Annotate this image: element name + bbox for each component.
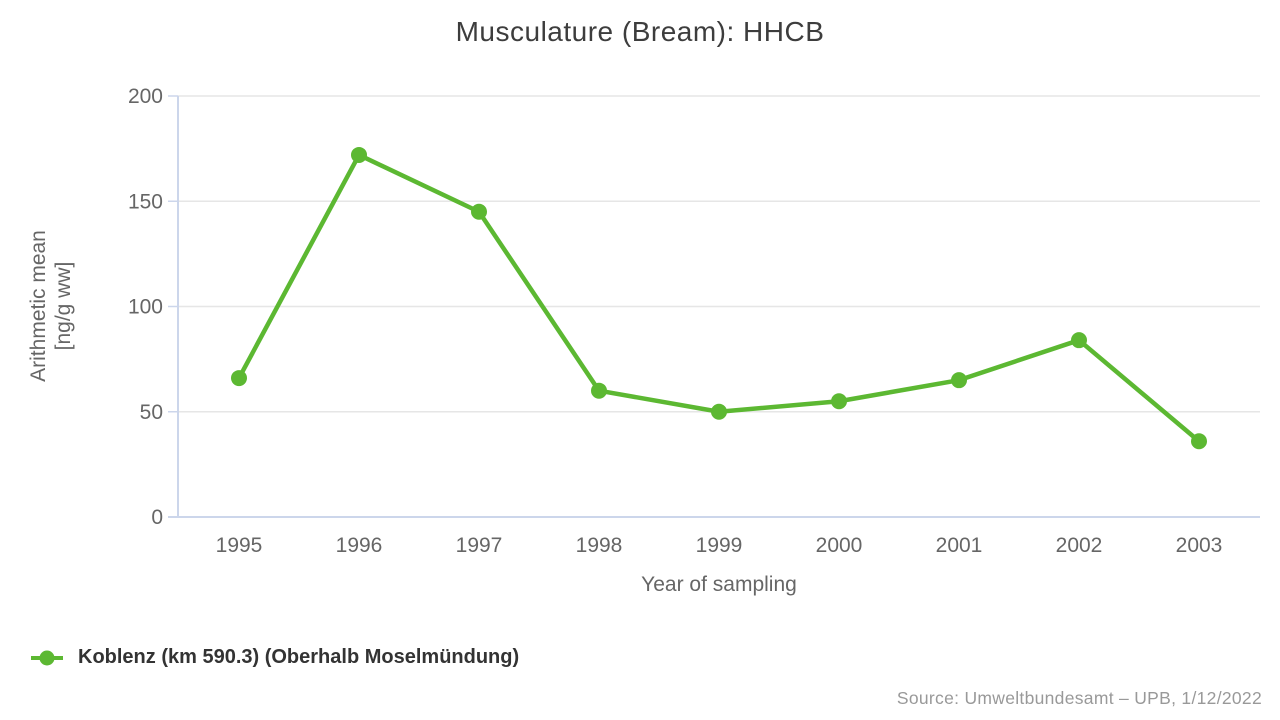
data-point-1998[interactable] (591, 382, 607, 399)
legend-item[interactable]: Koblenz (km 590.3) (Oberhalb Moselmündun… (30, 646, 519, 669)
y-tick-label-200: 200 (128, 85, 163, 108)
data-point-2001[interactable] (951, 372, 967, 389)
x-tick-label-2001: 2001 (936, 534, 983, 557)
chart-title: Musculature (Bream): HHCB (455, 16, 825, 47)
x-tick-label-1998: 1998 (576, 534, 623, 557)
y-tick-label-0: 0 (151, 506, 163, 529)
legend-label: Koblenz (km 590.3) (Oberhalb Moselmündun… (78, 646, 520, 668)
source-credit: Source: Umweltbundesamt – UPB, 1/12/2022 (896, 688, 1262, 708)
data-point-2003[interactable] (1191, 433, 1207, 450)
plot-area: 0 50 100 150 200 1995 1996 1997 1998 1999 2000 2001… (27, 85, 1260, 596)
y-axis-title-line-1: Arithmetic mean (27, 230, 50, 382)
x-tick-label-1995: 1995 (216, 534, 263, 557)
x-tick-label-2002: 2002 (1056, 534, 1103, 557)
y-axis-title-line-2: [ng/g ww] (52, 262, 75, 351)
x-tick-label-2003: 2003 (1176, 534, 1223, 557)
x-tick-label-1997: 1997 (456, 534, 503, 557)
x-tick-label-2000: 2000 (816, 534, 863, 557)
y-tick-label-100: 100 (128, 296, 163, 319)
legend-marker-icon (31, 650, 63, 665)
data-point-1997[interactable] (471, 203, 487, 220)
y-tick-label-150: 150 (128, 190, 163, 213)
data-point-1999[interactable] (711, 403, 727, 420)
data-point-2000[interactable] (831, 393, 847, 410)
data-point-2002[interactable] (1071, 332, 1087, 349)
data-point-1996[interactable] (351, 146, 367, 163)
x-tick-label-1999: 1999 (696, 534, 743, 557)
y-tick-label-50: 50 (140, 401, 163, 424)
x-axis-title: Year of sampling (641, 573, 797, 596)
x-tick-label-1996: 1996 (336, 534, 383, 557)
series-line (236, 152, 1202, 444)
data-point-1995[interactable] (231, 370, 247, 387)
